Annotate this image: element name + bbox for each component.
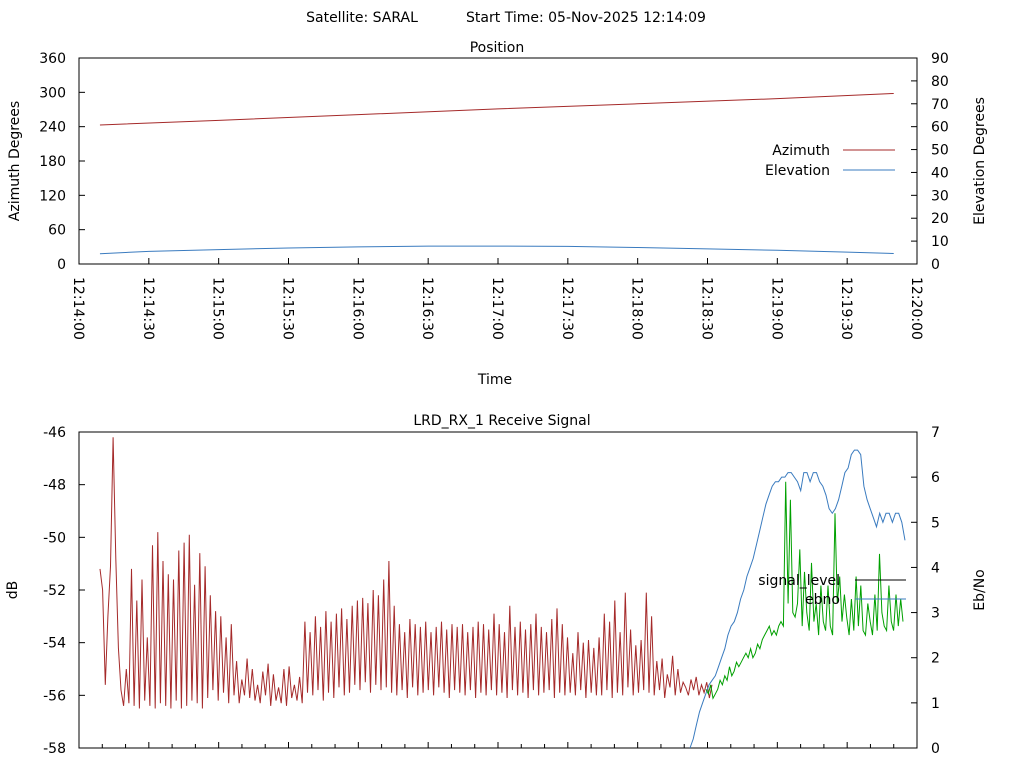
position-ylabel: Azimuth Degrees <box>7 101 23 221</box>
signal-y2tick-label: 2 <box>931 651 940 667</box>
position-y2tick-label: 70 <box>931 97 949 113</box>
signal-ytick-label: -54 <box>43 636 66 652</box>
position-y2tick-label: 30 <box>931 188 949 204</box>
start-time-label: Start Time: 05-Nov-2025 12:14:09 <box>466 10 706 26</box>
position-xtick-label: 12:19:00 <box>768 277 784 340</box>
signal-y2tick-label: 4 <box>931 560 940 576</box>
legend-signal-level-label: signal_level <box>758 573 840 589</box>
position-xtick-label: 12:15:00 <box>210 277 226 340</box>
satellite-label: Satellite: SARAL <box>306 10 418 26</box>
signal-y2tick-label: 7 <box>931 425 940 441</box>
position-ytick-label: 180 <box>39 154 66 170</box>
position-xtick-label: 12:17:30 <box>559 277 575 340</box>
signal-ytick-label: -58 <box>43 741 66 757</box>
position-xtick-label: 12:14:30 <box>140 277 156 340</box>
signal-ytick-label: -56 <box>43 688 66 704</box>
series-azimuth-line <box>100 93 894 124</box>
signal-y2label: Eb/No <box>972 569 988 611</box>
position-y2tick-label: 60 <box>931 120 949 136</box>
position-ytick-label: 300 <box>39 85 66 101</box>
position-y2tick-label: 90 <box>931 51 949 67</box>
signal-ytick-label: -52 <box>43 583 66 599</box>
position-xtick-label: 12:18:30 <box>699 277 715 340</box>
position-xtick-label: 12:17:00 <box>489 277 505 340</box>
position-xtick-label: 12:16:00 <box>349 277 365 340</box>
position-xtick-label: 12:19:30 <box>838 277 854 340</box>
legend-elevation-label: Elevation <box>765 163 830 179</box>
signal-y2tick-label: 3 <box>931 606 940 622</box>
position-title: Position <box>470 40 525 56</box>
position-ytick-label: 60 <box>48 223 66 239</box>
position-ytick-label: 120 <box>39 188 66 204</box>
position-xtick-label: 12:20:00 <box>908 277 924 340</box>
position-ytick-label: 360 <box>39 51 66 67</box>
position-y2tick-label: 80 <box>931 74 949 90</box>
signal-title: LRD_RX_1 Receive Signal <box>413 413 590 429</box>
signal-y2tick-label: 5 <box>931 515 940 531</box>
position-chart: Position Azimuth Degrees Elevation Degre… <box>7 40 988 388</box>
signal-ytick-label: -50 <box>43 530 66 546</box>
position-y2label: Elevation Degrees <box>972 97 988 225</box>
signal-ytick-label: -46 <box>43 425 66 441</box>
signal-ytick-label: -48 <box>43 478 66 494</box>
position-plot-frame <box>79 58 917 264</box>
receive-signal-chart: LRD_RX_1 Receive Signal dB Eb/No -46 -48 -… <box>5 413 988 757</box>
position-y2tick-label: 50 <box>931 143 949 159</box>
legend-ebno-label: ebno <box>805 592 840 608</box>
series-ebno-green-line <box>706 482 903 699</box>
position-ytick-label: 240 <box>39 120 66 136</box>
position-y2tick-label: 40 <box>931 165 949 181</box>
signal-y2tick-label: 1 <box>931 696 940 712</box>
legend-azimuth-label: Azimuth <box>772 143 830 159</box>
signal-ylabel: dB <box>5 581 21 600</box>
series-signal-level-line <box>100 437 712 708</box>
position-xtick-label: 12:16:30 <box>419 277 435 340</box>
position-xtick-label: 12:14:00 <box>70 277 86 340</box>
position-xlabel: Time <box>477 372 512 388</box>
series-elevation-line <box>100 246 894 254</box>
position-xtick-label: 12:15:30 <box>280 277 296 340</box>
position-y2tick-label: 20 <box>931 211 949 227</box>
position-y2tick-label: 0 <box>931 257 940 273</box>
position-y2tick-label: 10 <box>931 234 949 250</box>
position-xtick-label: 12:18:00 <box>629 277 645 340</box>
signal-y2tick-label: 6 <box>931 470 940 486</box>
position-ytick-label: 0 <box>57 257 66 273</box>
signal-y2tick-label: 0 <box>931 741 940 757</box>
